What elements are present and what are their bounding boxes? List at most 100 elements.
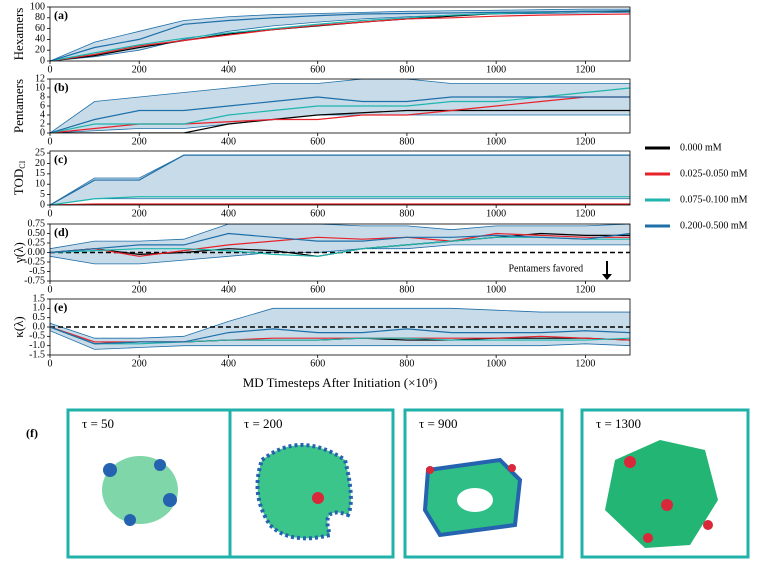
y-tick-label: 1.5 [33, 293, 46, 304]
y-tick-label: 8 [40, 91, 45, 102]
x-tick-label: 200 [132, 208, 147, 219]
plot-area [50, 79, 630, 133]
y-tick-label: 60 [35, 23, 45, 34]
series-line [50, 196, 630, 205]
pentamer [643, 533, 653, 543]
y-axis-label: Pentamers [11, 79, 26, 133]
x-tick-label: 200 [132, 64, 147, 75]
y-label-main: γ(λ) [11, 242, 26, 264]
x-tick-label: 1200 [575, 136, 595, 147]
y-tick-label: 100 [30, 1, 45, 12]
x-tick-label: 0 [48, 136, 53, 147]
x-tick-label: 1000 [486, 136, 506, 147]
y-tick-label: 12 [35, 73, 45, 84]
y-tick-label: 0 [40, 127, 45, 138]
x-tick-label: 400 [221, 136, 236, 147]
panel-label: (a) [54, 8, 68, 22]
x-tick-label: 1200 [575, 208, 595, 219]
series-line [50, 326, 630, 345]
panel-label: (b) [54, 80, 69, 94]
y-tick-label: -0.75 [24, 275, 45, 286]
y-axis-label: Hexamers [11, 8, 26, 61]
series-line [50, 326, 630, 345]
legend-label: 0.075-0.100 mM [680, 194, 748, 205]
frame-label: τ = 50 [82, 416, 114, 431]
frame-label: τ = 900 [419, 416, 458, 431]
panel-label: (f) [26, 426, 38, 440]
legend-label: 0.200-0.500 mM [680, 220, 748, 231]
y-tick-label: 0 [40, 55, 45, 66]
plot-area [50, 8, 630, 61]
x-tick-label: 200 [132, 136, 147, 147]
pentamer [661, 499, 673, 511]
y-tick-label: 20 [35, 44, 45, 55]
legend-label: 0.025-0.050 mM [680, 168, 748, 179]
y-tick-label: 0.5 [33, 312, 46, 323]
y-tick-label: -1.5 [29, 349, 45, 360]
y-tick-label: 0.00 [28, 247, 46, 258]
plot-area [50, 307, 630, 350]
y-tick-label: 5 [40, 189, 45, 200]
x-tick-label: 0 [48, 64, 53, 75]
pentamer [508, 464, 516, 472]
cap [103, 463, 117, 477]
x-tick-label: 0 [48, 208, 53, 219]
y-tick-label: 6 [40, 100, 45, 111]
y-tick-label: 0.75 [28, 218, 46, 229]
y-tick-label: 15 [35, 168, 45, 179]
y-tick-label: 1.0 [33, 303, 46, 314]
frame-label: τ = 200 [244, 416, 283, 431]
panel-label: (e) [54, 300, 67, 314]
x-tick-label: 0 [48, 358, 53, 369]
frame-label: τ = 1300 [596, 416, 641, 431]
snapshot-2: τ = 200 [228, 408, 395, 559]
arrow-head [602, 274, 612, 280]
y-axis-label: TODCI [11, 160, 27, 195]
series-line [50, 232, 630, 254]
series-line [50, 10, 630, 61]
legend-label: 0.000 mM [680, 142, 722, 153]
series-line [50, 203, 630, 205]
y-tick-label: -0.25 [24, 256, 45, 267]
plot-area [50, 224, 630, 265]
pentamer [624, 456, 636, 468]
x-tick-label: 600 [310, 284, 325, 295]
pentamer [312, 492, 324, 504]
x-tick-label: 1000 [486, 358, 506, 369]
plot-area [50, 154, 630, 205]
y-tick-label: 4 [40, 109, 45, 120]
x-tick-label: 400 [221, 358, 236, 369]
series-line [50, 154, 630, 205]
assembly [255, 443, 353, 541]
panel-label: (d) [54, 225, 69, 239]
cap [154, 459, 166, 471]
x-axis-label: MD Timesteps After Initiation (×10⁶) [243, 375, 438, 390]
snapshot-4: τ = 1300 [580, 408, 750, 559]
series-line [50, 10, 630, 61]
assembly [102, 456, 178, 524]
x-tick-label: 0 [48, 284, 53, 295]
x-tick-label: 800 [399, 284, 414, 295]
x-tick-label: 1000 [486, 64, 506, 75]
band [50, 8, 630, 61]
panel-label: (c) [54, 152, 67, 166]
axes-frame [49, 150, 631, 206]
x-tick-label: 200 [132, 284, 147, 295]
y-tick-label: 40 [35, 34, 45, 45]
y-tick-label: 0.0 [33, 321, 46, 332]
x-tick-label: 1200 [575, 64, 595, 75]
series-line [50, 232, 630, 257]
x-tick-label: 1000 [486, 208, 506, 219]
y-tick-label: -0.5 [29, 331, 45, 342]
snapshot-3: τ = 900 [403, 408, 564, 559]
y-label-main: Pentamers [11, 79, 26, 133]
y-label-main: Hexamers [11, 8, 26, 61]
x-tick-label: 1200 [575, 358, 595, 369]
x-tick-label: 400 [221, 284, 236, 295]
y-tick-label: 0.50 [28, 228, 46, 239]
series-line [50, 96, 630, 133]
y-label-main: κ(λ) [11, 316, 26, 338]
x-tick-label: 600 [310, 64, 325, 75]
pentamer [703, 520, 713, 530]
